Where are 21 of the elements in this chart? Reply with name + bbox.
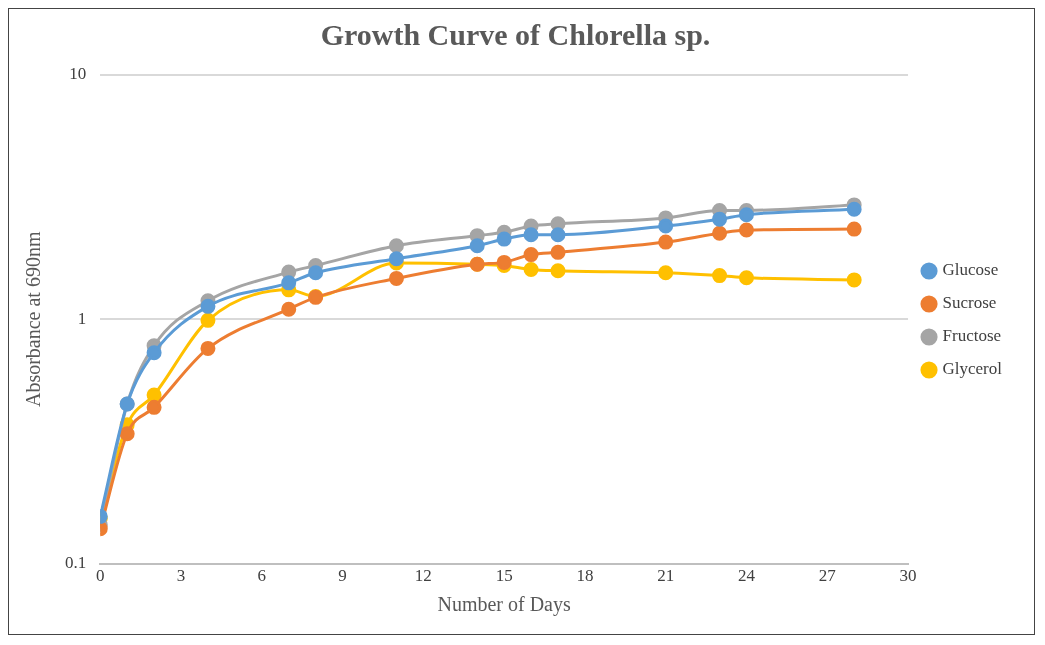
x-tick-label: 15 [495, 566, 513, 586]
x-axis-title: Number of Days [437, 593, 571, 617]
x-tick-label: 18 [576, 566, 594, 586]
x-tick-label: 6 [257, 566, 267, 586]
legend-label: Glucose [942, 260, 999, 280]
x-tick-label: 24 [737, 566, 756, 586]
y-axis-title: Absorbance at 690nm [22, 231, 45, 408]
y-tick-label: 1 [77, 308, 87, 328]
x-tick-label: 0 [96, 566, 105, 586]
legend-label: Sucrose [942, 293, 997, 313]
y-tick-label: 0.1 [65, 553, 87, 573]
x-tick-label: 21 [657, 566, 675, 586]
x-tick-label: 3 [176, 566, 186, 586]
legend-label: Glycerol [942, 359, 1003, 379]
chart-title: Growth Curve of Chlorella sp. [320, 17, 711, 51]
x-tick-label: 30 [899, 566, 917, 586]
legend-label: Fructose [942, 326, 1002, 346]
x-tick-label: 27 [818, 566, 837, 586]
y-tick-label: 10 [69, 64, 87, 84]
x-tick-label: 9 [338, 566, 347, 586]
x-tick-label: 12 [414, 566, 432, 586]
